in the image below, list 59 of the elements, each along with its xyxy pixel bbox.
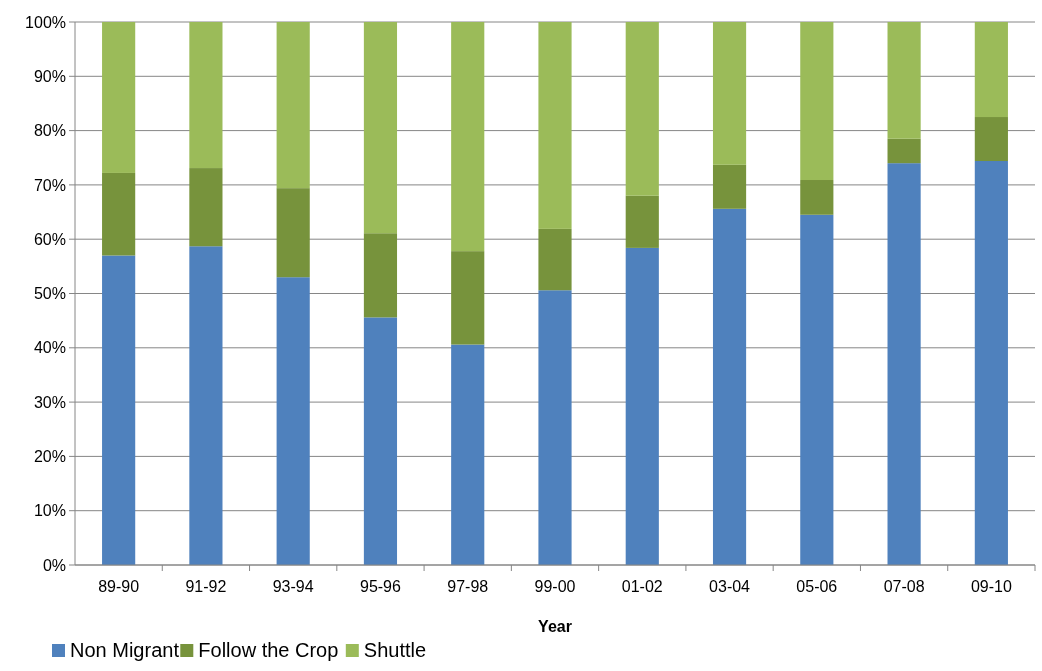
legend-label: Non Migrant	[70, 639, 180, 661]
bar	[189, 168, 223, 247]
bar	[887, 138, 921, 164]
bar	[276, 22, 310, 189]
y-tick-label: 10%	[33, 502, 66, 520]
bar	[102, 22, 136, 173]
bar	[712, 208, 747, 565]
bar	[363, 317, 398, 565]
y-tick-label: 40%	[33, 339, 66, 357]
bar	[974, 161, 1008, 565]
bar	[276, 277, 310, 565]
bar	[451, 344, 485, 565]
bar	[189, 246, 223, 565]
bar	[538, 228, 572, 291]
y-tick-label: 60%	[33, 230, 66, 248]
bar	[276, 188, 310, 278]
x-tick-label: 93-94	[272, 578, 314, 595]
x-tick-label: 95-96	[359, 578, 402, 595]
bar	[887, 163, 921, 565]
x-axis-title: Year	[538, 618, 572, 635]
bar	[974, 22, 1008, 118]
y-tick-label: 90%	[33, 67, 66, 85]
bar	[974, 117, 1008, 162]
x-tick-label: 07-08	[883, 578, 925, 595]
x-tick-label: 89-90	[98, 578, 140, 595]
x-tick-label: 97-98	[447, 578, 489, 595]
bar	[189, 22, 223, 169]
y-tick-label: 0%	[42, 556, 66, 574]
bar	[712, 164, 747, 209]
bar	[538, 290, 572, 565]
bar	[800, 22, 834, 181]
x-tick-label: 05-06	[796, 578, 838, 595]
y-tick-label: 30%	[33, 393, 66, 411]
bar	[625, 247, 659, 565]
legend-label: Shuttle	[363, 639, 427, 661]
bar	[102, 172, 136, 256]
bar	[625, 195, 659, 248]
bar	[887, 22, 921, 139]
bar	[625, 22, 659, 196]
x-tick-label: 01-02	[621, 578, 663, 595]
bar	[363, 233, 398, 318]
bar	[102, 255, 136, 565]
y-tick-label: 100%	[25, 13, 66, 31]
bar	[451, 22, 485, 252]
y-tick-label: 50%	[33, 285, 66, 303]
bar	[451, 251, 485, 345]
x-tick-label: 03-04	[709, 578, 751, 595]
bar	[538, 22, 572, 229]
y-tick-label: 20%	[33, 448, 66, 465]
x-tick-label: 99-00	[534, 578, 576, 595]
bar	[363, 22, 398, 234]
bar	[712, 22, 747, 165]
x-tick-label: 09-10	[970, 578, 1012, 595]
legend-label: Follow the Crop	[198, 639, 339, 661]
bar	[800, 180, 834, 215]
bar	[800, 214, 834, 565]
y-tick-label: 80%	[33, 122, 66, 140]
y-tick-label: 70%	[33, 176, 66, 194]
x-tick-label: 91-92	[185, 578, 227, 595]
